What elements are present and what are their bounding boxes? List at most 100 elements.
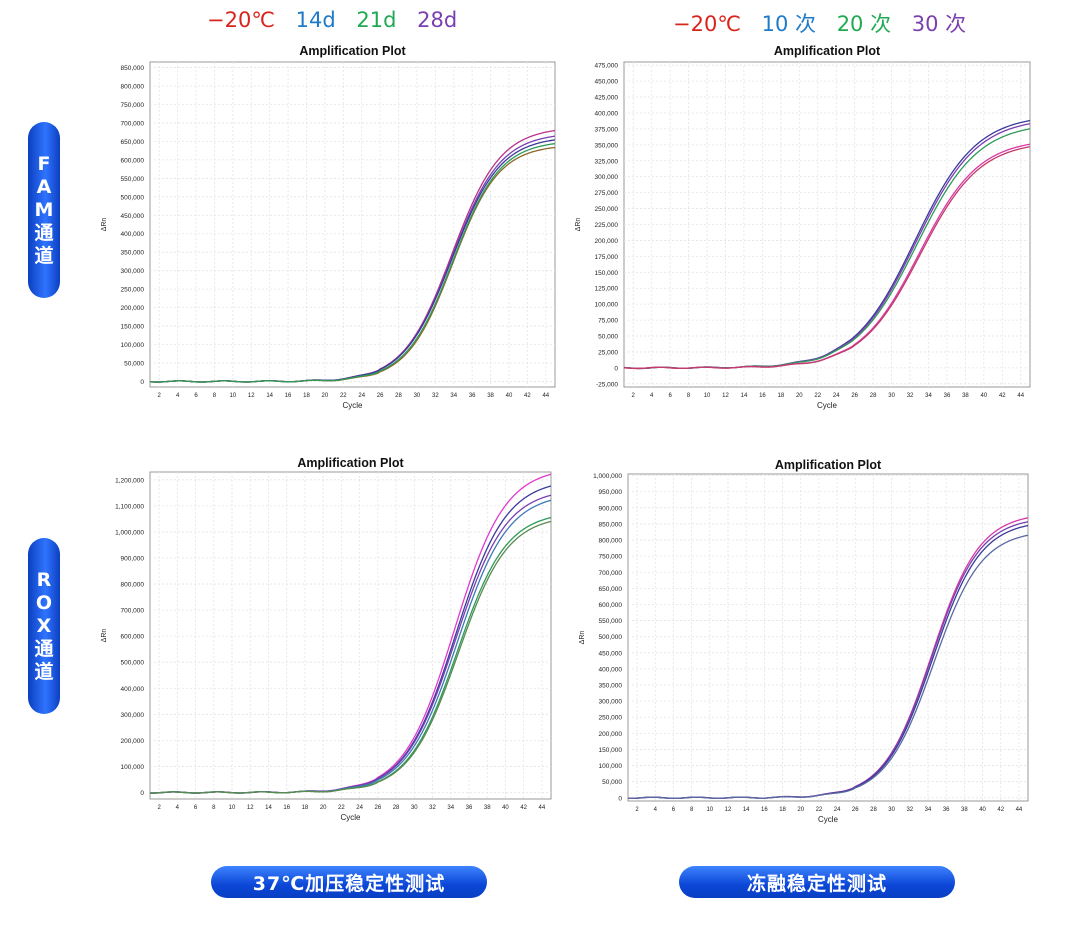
amplification-plot: 0 50,000 100,000 150,000 200,000 250,000 300,0… [579, 458, 1029, 824]
x-tick-label: 22 [338, 805, 345, 811]
amplification-plot: 0 100,000 200,000 300,000 400,000 500,000 600,… [101, 456, 552, 822]
y-tick-label: 150,000 [599, 747, 623, 754]
x-tick-label: 30 [411, 805, 418, 811]
y-tick-label: 200,000 [595, 238, 619, 245]
rox-channel-label: R O X 通 道 [28, 538, 60, 714]
y-tick-label: 50,000 [124, 360, 144, 367]
y-tick-label: 600,000 [121, 157, 145, 164]
y-tick-label: 300,000 [599, 699, 623, 706]
y-tick-label: 400,000 [121, 231, 145, 238]
y-tick-label: 750,000 [121, 102, 145, 109]
y-tick-label: 700,000 [121, 608, 145, 615]
x-tick-label: 22 [816, 807, 823, 813]
y-tick-label: 200,000 [599, 731, 623, 738]
x-tick-label: 4 [654, 807, 658, 813]
x-tick-label: 10 [704, 393, 711, 399]
amplification-plot: -25,000 0 25,000 50,000 75,000 100,000 125,000… [575, 44, 1031, 410]
y-tick-label: 600,000 [599, 602, 623, 609]
x-tick-label: 8 [687, 393, 691, 399]
x-tick-label: 18 [303, 393, 310, 399]
x-tick-label: 30 [414, 393, 421, 399]
x-tick-label: 34 [450, 393, 457, 399]
x-axis-label: Cycle [340, 813, 361, 822]
x-tick-label: 14 [265, 805, 272, 811]
x-tick-label: 34 [925, 393, 932, 399]
y-tick-label: 400,000 [121, 686, 145, 693]
side-char: 道 [34, 244, 54, 267]
y-tick-label: 100,000 [595, 302, 619, 309]
y-tick-label: 450,000 [599, 650, 623, 657]
x-tick-label: 28 [395, 393, 402, 399]
x-tick-label: 6 [194, 805, 198, 811]
y-tick-label: 300,000 [121, 712, 145, 719]
x-tick-label: 2 [632, 393, 636, 399]
x-tick-label: 44 [542, 393, 549, 399]
x-tick-label: 2 [157, 805, 161, 811]
x-tick-label: 18 [778, 393, 785, 399]
x-tick-label: 20 [796, 393, 803, 399]
x-tick-label: 20 [320, 805, 327, 811]
x-tick-label: 24 [356, 805, 363, 811]
x-tick-label: 34 [447, 805, 454, 811]
legend-item: 30 次 [911, 12, 967, 36]
x-tick-label: 36 [469, 393, 476, 399]
y-axis-label: ΔRn [101, 218, 108, 232]
y-tick-label: 500,000 [121, 660, 145, 667]
y-tick-label: 900,000 [121, 555, 145, 562]
fam-channel-label: F A M 通 道 [28, 122, 60, 298]
y-tick-label: 350,000 [595, 142, 619, 149]
x-tick-label: 10 [706, 807, 713, 813]
x-tick-label: 40 [506, 393, 513, 399]
y-tick-label: 200,000 [121, 738, 145, 745]
x-tick-label: 16 [759, 393, 766, 399]
plot-frame [627, 473, 1029, 802]
freeze-thaw-stability-label: 冻融稳定性测试 [679, 866, 955, 898]
legend-freeze-thaw: −20℃ 10 次 20 次 30 次 [673, 8, 980, 38]
x-tick-label: 32 [906, 807, 913, 813]
y-tick-label: 350,000 [599, 683, 623, 690]
y-tick-label: 750,000 [599, 554, 623, 561]
legend-item: −20℃ [673, 12, 741, 36]
y-tick-label: 475,000 [595, 63, 619, 70]
x-tick-label: 18 [779, 807, 786, 813]
x-tick-label: 12 [725, 807, 732, 813]
chart-title: Amplification Plot [297, 456, 404, 470]
legend-storage-time: −20℃ 14d 21d 28d [207, 8, 471, 32]
x-tick-label: 42 [524, 393, 531, 399]
x-tick-label: 38 [962, 393, 969, 399]
y-tick-label: 650,000 [599, 586, 623, 593]
y-tick-label: 500,000 [121, 194, 145, 201]
x-tick-label: 44 [1016, 807, 1023, 813]
side-char: 道 [34, 660, 54, 683]
x-tick-label: 22 [340, 393, 347, 399]
y-tick-label: 800,000 [121, 582, 145, 589]
series-line [628, 534, 1028, 800]
x-tick-label: 14 [266, 393, 273, 399]
legend-item: 20 次 [836, 12, 892, 36]
y-tick-label: 100,000 [121, 764, 145, 771]
y-tick-label: 0 [140, 790, 144, 797]
x-tick-label: 40 [502, 805, 509, 811]
x-tick-label: 16 [285, 393, 292, 399]
x-tick-label: 44 [539, 805, 546, 811]
y-axis-label: ΔRn [579, 631, 586, 645]
y-tick-label: 1,000,000 [593, 473, 622, 480]
y-tick-label: 100,000 [121, 342, 145, 349]
x-tick-label: 32 [907, 393, 914, 399]
side-char: A [36, 175, 52, 198]
x-tick-label: 8 [213, 393, 217, 399]
x-tick-label: 12 [248, 393, 255, 399]
chart-title: Amplification Plot [774, 44, 881, 58]
x-tick-label: 14 [743, 807, 750, 813]
y-tick-label: 600,000 [121, 634, 145, 641]
y-tick-label: 250,000 [595, 206, 619, 213]
x-axis-label: Cycle [342, 401, 363, 410]
x-tick-label: 6 [668, 393, 672, 399]
plot-frame [149, 61, 556, 388]
y-tick-label: 800,000 [121, 84, 145, 91]
y-tick-label: 0 [140, 379, 144, 386]
x-tick-label: 40 [981, 393, 988, 399]
legend-item: 14d [295, 8, 336, 32]
side-char: M [34, 198, 54, 221]
y-tick-label: 225,000 [595, 222, 619, 229]
